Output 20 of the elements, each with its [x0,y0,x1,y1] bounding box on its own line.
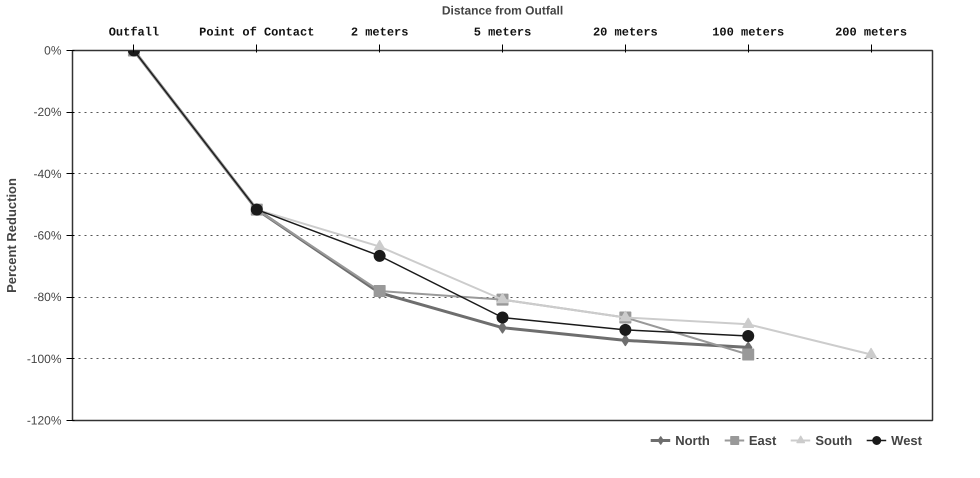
x-tick-label: Point of Contact [199,26,314,40]
y-tick-label: -120% [26,414,62,428]
x-tick-label: 200 meters [835,26,908,40]
y-axis-title: Percent Reduction [4,178,19,293]
y-tick-label: -80% [33,290,62,304]
x-tick-label: 2 meters [350,26,408,40]
y-tick-label: -40% [33,166,62,181]
y-tick-label: -60% [33,228,62,242]
x-tick-label: 100 meters [712,26,784,40]
legend-label: West [891,432,922,448]
y-tick-label: -100% [26,352,62,366]
y-tick-label: 0% [44,44,62,58]
legend-label: East [748,432,776,448]
x-tick-label: 20 meters [592,26,658,40]
x-axis-title: Distance from Outfall [442,4,564,18]
y-tick-label: -20% [33,105,62,120]
x-tick-label: 5 meters [474,26,532,40]
legend-label: North [675,432,710,448]
legend-label: South [815,432,852,448]
x-tick-label: Outfall [108,26,160,40]
